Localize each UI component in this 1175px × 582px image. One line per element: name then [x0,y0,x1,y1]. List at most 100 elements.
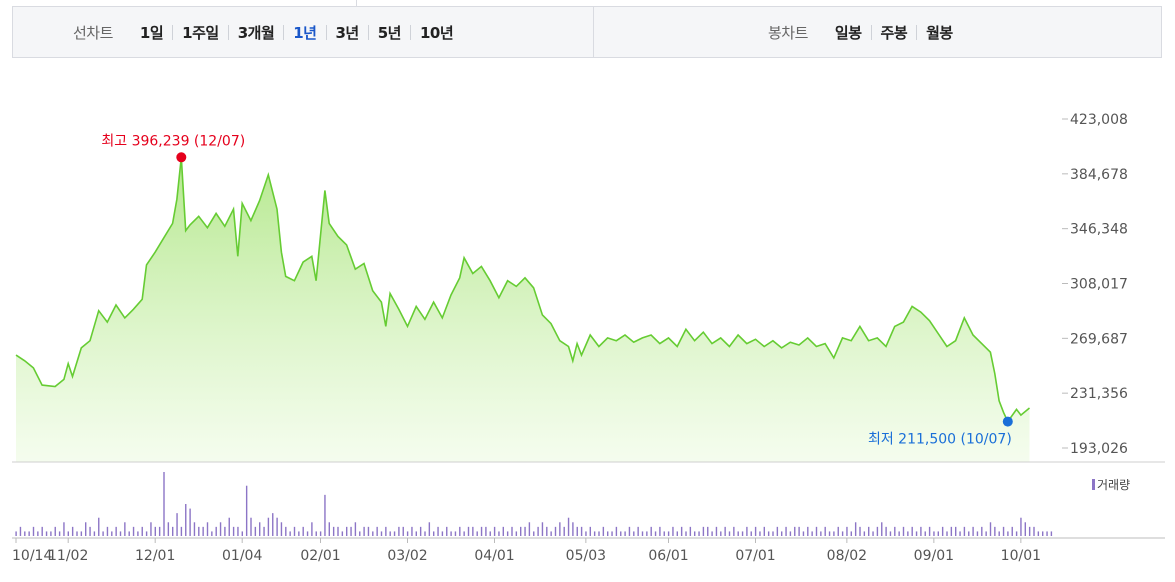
volume-bar [215,526,217,536]
volume-bar [232,526,235,536]
volume-bar [868,526,870,536]
volume-bar [158,526,161,536]
volume-bar [841,531,844,536]
volume-bar [128,531,130,536]
volume-bar [328,522,330,536]
period-3m-button[interactable]: 3개월 [237,23,275,42]
volume-bar [654,531,657,536]
volume-bar [972,526,974,536]
period-3y-button[interactable]: 3년 [335,23,360,42]
volume-bar [711,531,713,536]
volume-bar [350,526,352,536]
period-10y-button[interactable]: 10년 [420,23,454,42]
volume-bar [489,531,491,536]
divider [410,24,411,40]
volume-bar [968,531,970,536]
volume-bar [398,526,400,536]
volume-bar [272,513,274,536]
volume-bar [506,531,509,536]
volume-bar [837,526,839,536]
chart-toolbar: 선차트 1일 1주일 3개월 1년 3년 5년 10년 봉차트 일봉 주봉 월봉 [12,6,1162,58]
volume-bar [1028,526,1031,536]
low-marker [1002,416,1013,427]
volume-bar [728,531,731,536]
volume-bar [180,526,183,536]
volume-bar [576,526,578,536]
y-tick-label: 269,687 [1070,331,1128,347]
period-1w-button[interactable]: 1주일 [182,23,219,42]
volume-bar [50,531,52,536]
volume-bar [794,526,796,536]
volume-bar [937,531,939,536]
volume-bar [385,526,387,536]
volume-bar [785,526,787,536]
volume-bar [289,531,291,536]
volume-bar [363,526,365,536]
volume-bar [915,531,918,536]
volume-bar [737,531,739,536]
period-1d-button[interactable]: 1일 [139,23,164,42]
volume-bar [598,531,600,536]
volume-bar [459,526,461,536]
volume-bar [137,531,139,536]
volume-bar [515,531,518,536]
volume-bar [807,526,809,536]
volume-bar [354,522,357,536]
volume-bar [941,526,944,536]
volume-bar [332,526,335,536]
period-1y-button[interactable]: 1년 [293,23,317,42]
volume-bar [454,531,457,536]
daily-candle-button[interactable]: 일봉 [834,23,862,42]
volume-bar [141,526,143,536]
volume-bar [685,531,687,536]
weekly-candle-button[interactable]: 주봉 [880,23,908,42]
volume-bar [393,531,396,536]
volume-bar [533,531,535,536]
volume-bar [580,526,583,536]
volume-bar [254,526,257,536]
monthly-candle-button[interactable]: 월봉 [926,23,953,42]
x-tick-label: 04/01 [474,548,514,564]
volume-bar [302,526,304,536]
volume-bar [650,526,652,536]
volume-bar [863,531,866,536]
volume-bar [676,531,678,536]
volume-bar [132,526,135,536]
period-5y-button[interactable]: 5년 [377,23,402,42]
volume-bar [707,526,709,536]
volume-bar [15,531,17,536]
volume-bar [267,517,270,536]
volume-bar [637,526,639,536]
y-tick-label: 231,356 [1070,386,1128,402]
volume-bar [376,526,378,536]
volume-bar [541,522,544,536]
volume-bar [593,531,596,536]
volume-bar [615,526,618,536]
volume-bar [754,526,757,536]
volume-bar [554,526,557,536]
volume-bar [1046,531,1048,536]
volume-bar [563,526,565,536]
y-tick-label: 193,026 [1070,441,1128,457]
volume-bar [367,526,370,536]
volume-bar [907,531,909,536]
volume-bar [1007,531,1009,536]
volume-bar [607,531,609,536]
volume-bar [93,531,96,536]
volume-bar [524,526,526,536]
volume-bar [285,526,287,536]
top-divider [356,0,357,7]
volume-bar [241,531,243,536]
volume-bar [1015,531,1018,536]
volume-bar [102,531,104,536]
volume-bar [820,531,822,536]
volume-bar [572,522,574,536]
x-tick-label: 03/02 [387,548,427,564]
volume-bar [359,531,361,536]
volume-bar [959,531,961,536]
volume-bar [211,531,213,536]
volume-bar [646,531,648,536]
volume-bar [280,522,283,536]
volume-bar [198,526,200,536]
y-tick-label: 308,017 [1070,277,1128,293]
